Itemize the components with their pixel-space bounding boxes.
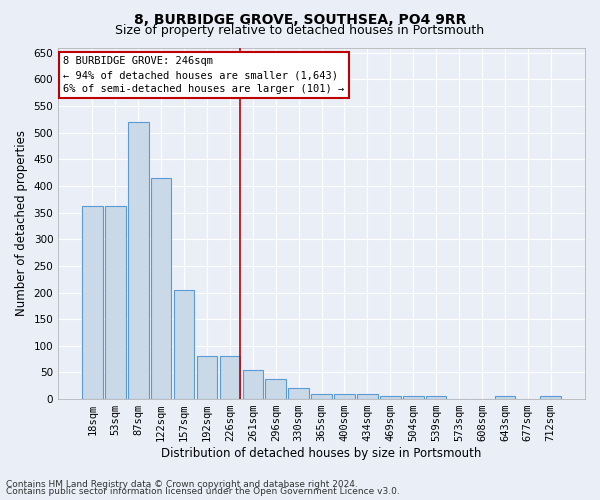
Bar	[494, 396, 515, 399]
Bar	[265, 379, 286, 399]
Bar	[242, 370, 263, 399]
Bar	[82, 206, 103, 399]
Bar	[128, 122, 149, 399]
X-axis label: Distribution of detached houses by size in Portsmouth: Distribution of detached houses by size …	[161, 447, 482, 460]
Bar	[105, 206, 125, 399]
Y-axis label: Number of detached properties: Number of detached properties	[15, 130, 28, 316]
Bar	[289, 388, 309, 399]
Bar	[403, 396, 424, 399]
Bar	[220, 356, 240, 399]
Bar	[197, 356, 217, 399]
Bar	[174, 290, 194, 399]
Bar	[334, 394, 355, 399]
Text: 8, BURBIDGE GROVE, SOUTHSEA, PO4 9RR: 8, BURBIDGE GROVE, SOUTHSEA, PO4 9RR	[134, 12, 466, 26]
Bar	[426, 396, 446, 399]
Text: Size of property relative to detached houses in Portsmouth: Size of property relative to detached ho…	[115, 24, 485, 37]
Bar	[380, 396, 401, 399]
Text: Contains public sector information licensed under the Open Government Licence v3: Contains public sector information licen…	[6, 487, 400, 496]
Bar	[151, 178, 172, 399]
Bar	[357, 394, 378, 399]
Bar	[541, 396, 561, 399]
Text: Contains HM Land Registry data © Crown copyright and database right 2024.: Contains HM Land Registry data © Crown c…	[6, 480, 358, 489]
Bar	[311, 394, 332, 399]
Text: 8 BURBIDGE GROVE: 246sqm
← 94% of detached houses are smaller (1,643)
6% of semi: 8 BURBIDGE GROVE: 246sqm ← 94% of detach…	[64, 56, 344, 94]
